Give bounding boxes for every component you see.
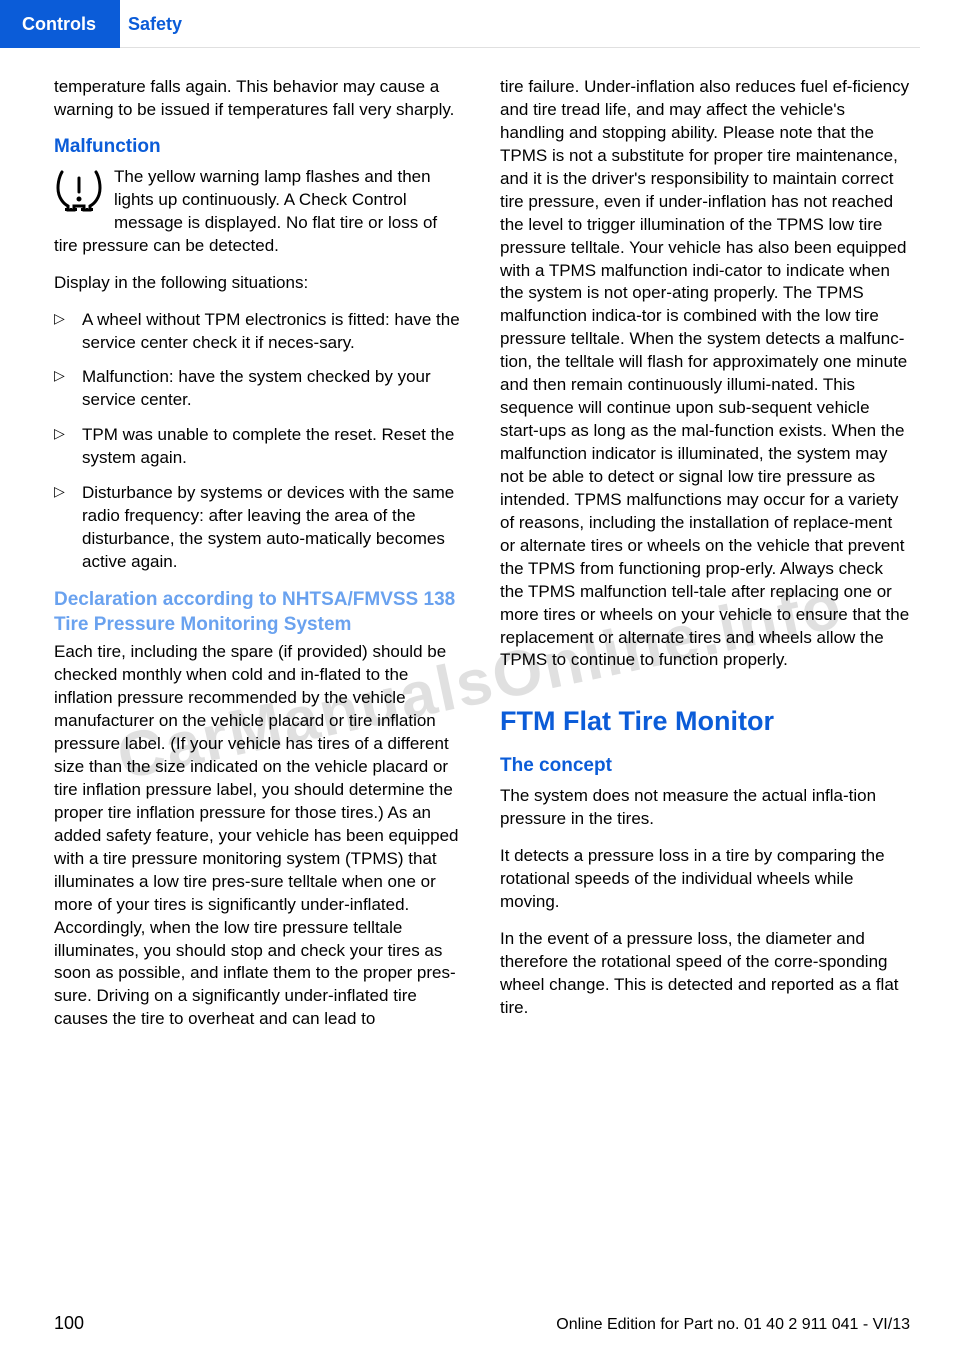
list-item: TPM was unable to complete the reset. Re… (54, 424, 464, 470)
heading-ftm: FTM Flat Tire Monitor (500, 706, 910, 737)
continuation-paragraph: tire failure. Under-inflation also reduc… (500, 76, 910, 672)
malfunction-paragraph: The yellow warning lamp flashes and then… (54, 166, 464, 258)
intro-paragraph: temperature falls again. This behavior m… (54, 76, 464, 122)
malfunction-text: The yellow warning lamp flashes and then… (54, 167, 437, 255)
page-header: Controls Safety (0, 0, 960, 48)
heading-malfunction: Malfunction (54, 136, 464, 158)
header-sub-label: Safety (128, 14, 182, 35)
concept-para-1: The system does not measure the actual i… (500, 785, 910, 831)
list-item-text: Disturbance by systems or devices with t… (82, 483, 454, 571)
column-left: temperature falls again. This behavior m… (54, 76, 464, 1045)
list-item-text: TPM was unable to complete the reset. Re… (82, 425, 454, 467)
content-columns: temperature falls again. This behavior m… (0, 76, 960, 1045)
heading-concept: The concept (500, 755, 910, 777)
concept-para-3: In the event of a pressure loss, the dia… (500, 928, 910, 1020)
header-sub-safety: Safety (128, 0, 182, 48)
list-item-text: Malfunction: have the system checked by … (82, 367, 431, 409)
list-item: Malfunction: have the system checked by … (54, 366, 464, 412)
tire-pressure-warning-icon (54, 168, 104, 212)
list-item: A wheel without TPM electronics is fitte… (54, 309, 464, 355)
heading-declaration: Declaration according to NHTSA/FMVSS 138… (54, 588, 464, 637)
display-intro: Display in the following situations: (54, 272, 464, 295)
concept-para-2: It detects a pressure loss in a tire by … (500, 845, 910, 914)
declaration-paragraph: Each tire, including the spare (if provi… (54, 641, 464, 1031)
footer-edition: Online Edition for Part no. 01 40 2 911 … (556, 1316, 910, 1334)
column-right: tire failure. Under-inflation also reduc… (500, 76, 910, 1045)
header-tab-label: Controls (22, 14, 96, 35)
list-item-text: A wheel without TPM electronics is fitte… (82, 310, 460, 352)
header-rule (120, 47, 920, 48)
list-item: Disturbance by systems or devices with t… (54, 482, 464, 574)
page-root: Controls Safety temperature falls again.… (0, 0, 960, 1362)
header-tab-controls: Controls (0, 0, 120, 48)
page-number: 100 (54, 1313, 84, 1334)
malfunction-bullet-list: A wheel without TPM electronics is fitte… (54, 309, 464, 574)
page-footer: 100 Online Edition for Part no. 01 40 2 … (54, 1313, 910, 1334)
